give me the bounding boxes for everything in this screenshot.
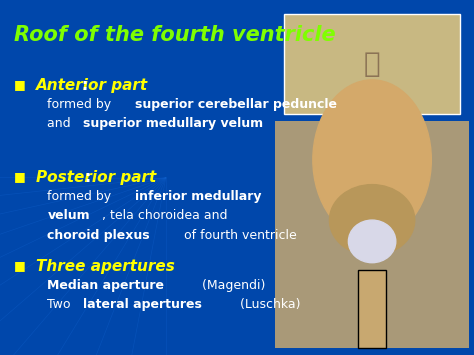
Text: :: : [81, 78, 87, 93]
Text: choroid plexus: choroid plexus [47, 229, 150, 242]
Text: 🧠: 🧠 [364, 50, 381, 78]
Text: formed by: formed by [47, 190, 116, 203]
Text: Median aperture: Median aperture [47, 279, 164, 292]
FancyBboxPatch shape [358, 270, 386, 348]
Text: (Magendi): (Magendi) [198, 279, 266, 292]
Text: superior cerebellar peduncle: superior cerebellar peduncle [135, 98, 337, 111]
Ellipse shape [329, 185, 415, 256]
FancyBboxPatch shape [275, 121, 469, 348]
Ellipse shape [348, 220, 396, 263]
Text: , tela choroidea and: , tela choroidea and [102, 209, 228, 223]
Text: ■: ■ [14, 170, 26, 184]
Text: of fourth ventricle: of fourth ventricle [180, 229, 297, 242]
Text: :: : [84, 170, 91, 185]
Text: Three apertures: Three apertures [36, 259, 174, 274]
Text: superior medullary velum: superior medullary velum [83, 117, 263, 130]
Text: velum: velum [47, 209, 90, 223]
Text: (Luschka): (Luschka) [236, 298, 301, 311]
Ellipse shape [313, 80, 431, 240]
Text: and: and [47, 117, 75, 130]
Text: Roof of the fourth ventricle: Roof of the fourth ventricle [14, 25, 336, 45]
Text: ■: ■ [14, 78, 26, 91]
Text: lateral apertures: lateral apertures [83, 298, 202, 311]
Text: Two: Two [47, 298, 75, 311]
FancyBboxPatch shape [284, 14, 460, 114]
Text: Anterior part: Anterior part [36, 78, 148, 93]
Text: ■: ■ [14, 259, 26, 272]
Text: Posterior part: Posterior part [36, 170, 156, 185]
Text: inferior medullary: inferior medullary [135, 190, 262, 203]
Text: formed by: formed by [47, 98, 116, 111]
